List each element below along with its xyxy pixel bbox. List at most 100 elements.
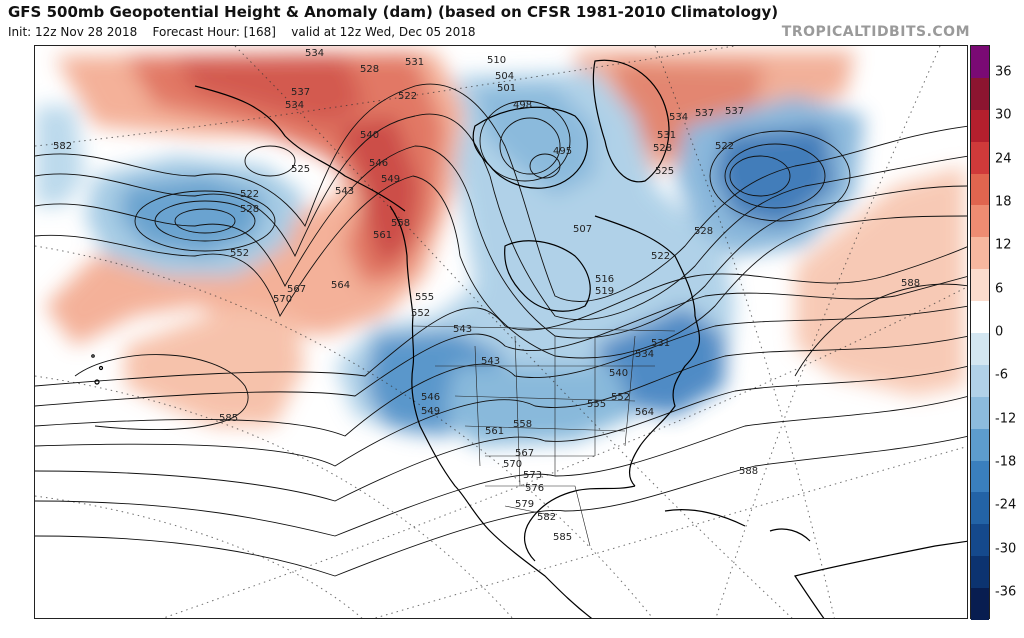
island-hawaii xyxy=(94,379,100,385)
positive-anomaly-max xyxy=(335,116,420,266)
colorbar-segment xyxy=(971,173,989,206)
contour-label: 561 xyxy=(373,230,392,241)
contour-label: 525 xyxy=(655,166,674,177)
coast-gulf xyxy=(523,485,636,562)
contour-label: 567 xyxy=(287,284,306,295)
negative-anomaly-west-edge xyxy=(35,106,85,206)
contour-label: 582 xyxy=(53,141,72,152)
contour-label: 540 xyxy=(360,130,379,141)
colorbar-segment xyxy=(971,77,989,111)
contour-label: 531 xyxy=(405,57,424,68)
contour-label: 552 xyxy=(230,248,249,259)
contour-label: 570 xyxy=(503,459,522,470)
colorbar-tick-label: -24 xyxy=(995,497,1017,513)
contour-label: 525 xyxy=(291,164,310,175)
contour-label: 519 xyxy=(595,286,614,297)
contour-label: 528 xyxy=(694,226,713,237)
colorbar-segment xyxy=(971,556,989,589)
valid-time: valid at 12z Wed, Dec 05 2018 xyxy=(291,25,476,39)
contour-label: 531 xyxy=(657,130,676,141)
positive-anomaly-pacific xyxy=(125,306,305,426)
negative-anomaly-atlantic-low-core xyxy=(715,126,835,226)
contour-label: 549 xyxy=(381,174,400,185)
contour-label: 537 xyxy=(725,106,744,117)
contour-label: 585 xyxy=(219,413,238,424)
map-panel: 582 534 528 531 510 504 501 498 495 537 … xyxy=(34,45,968,619)
negative-anomaly-baffin xyxy=(475,86,595,196)
contour-label: 522 xyxy=(651,251,670,262)
colorbar-tick-label: 6 xyxy=(995,281,1004,297)
coast-cuba xyxy=(664,509,746,527)
anomaly-map: 582 534 528 531 510 504 501 498 495 537 … xyxy=(35,46,967,618)
colorbar-labels: 36 30 24 18 12 6 0 -6 -12 -18 -24 -30 -36 xyxy=(992,45,1024,619)
contour-label: 534 xyxy=(285,100,304,111)
colorbar-tick-label: 30 xyxy=(995,107,1012,123)
colorbar-tick-label: -36 xyxy=(995,584,1017,600)
colorbar-tick-label: -18 xyxy=(995,454,1017,470)
contour-label: 570 xyxy=(273,294,292,305)
colorbar-segment xyxy=(971,524,989,557)
contour-label: 534 xyxy=(635,349,654,360)
colorbar-tick-label: 0 xyxy=(995,324,1004,340)
colorbar-tick-label: -30 xyxy=(995,541,1017,557)
contour-label: 543 xyxy=(453,324,472,335)
coast-greenland xyxy=(592,59,670,183)
colorbar-segment xyxy=(971,205,989,238)
colorbar-segment xyxy=(971,428,989,462)
contour-label: 507 xyxy=(573,224,592,235)
positive-anomaly-atlantic xyxy=(795,166,965,396)
contour-label: 555 xyxy=(415,292,434,303)
colorbar-segment xyxy=(971,492,989,525)
colorbar-tick-label: 24 xyxy=(995,151,1012,167)
contour-label: 543 xyxy=(481,356,500,367)
colorbar-segment xyxy=(971,396,989,430)
positive-anomaly-core xyxy=(125,54,445,286)
colorbar-segment xyxy=(971,333,989,366)
colorbar-segment xyxy=(971,141,989,175)
contour-label: 588 xyxy=(739,466,758,477)
coast-alaska xyxy=(194,85,406,212)
negative-anomaly-central-us xyxy=(445,366,635,446)
contour-label: 510 xyxy=(487,55,506,66)
colorbar-segment xyxy=(971,460,989,493)
contour-label: 555 xyxy=(587,399,606,410)
contour-label: 564 xyxy=(331,280,350,291)
contour-label: 582 xyxy=(537,512,556,523)
contour-labels: 582 534 528 531 510 504 501 498 495 537 … xyxy=(53,48,920,543)
colorbar xyxy=(970,45,990,621)
contour-label: 540 xyxy=(609,368,628,379)
contour-label: 498 xyxy=(513,100,532,111)
positive-anomaly-greenland-core xyxy=(610,61,765,156)
contour-label: 552 xyxy=(411,308,430,319)
init-time: Init: 12z Nov 28 2018 xyxy=(8,25,138,39)
contour-label: 579 xyxy=(515,499,534,510)
contour-label: 552 xyxy=(611,392,630,403)
contour-label: 522 xyxy=(398,91,417,102)
contour-label: 531 xyxy=(651,338,670,349)
contour-label: 576 xyxy=(525,483,544,494)
colorbar-tick-label: -12 xyxy=(995,411,1017,427)
contour-label: 522 xyxy=(715,141,734,152)
coast-arctic-islands xyxy=(472,106,588,189)
coast-west-north-america xyxy=(389,205,593,618)
coast-south-america xyxy=(794,540,967,618)
contour-label: 585 xyxy=(553,532,572,543)
contour-label: 528 xyxy=(360,64,379,75)
colorbar-tick-label: 18 xyxy=(995,194,1012,210)
contour-label: 549 xyxy=(421,406,440,417)
coast-hudson-bay xyxy=(504,240,591,312)
contour-label: 564 xyxy=(635,407,654,418)
contour-label: 567 xyxy=(515,448,534,459)
coast-hispaniola xyxy=(769,528,811,542)
colorbar-segment xyxy=(971,364,989,398)
colorbar-tick-label: 12 xyxy=(995,237,1012,253)
contour-label: 501 xyxy=(497,83,516,94)
contour-label: 546 xyxy=(369,158,388,169)
colorbar-segment xyxy=(971,269,989,302)
colorbar-segment xyxy=(971,237,989,270)
contour-label: 495 xyxy=(553,146,572,157)
height-contours xyxy=(35,83,967,577)
colorbar-tick-label: -6 xyxy=(995,367,1008,383)
forecast-hour: Forecast Hour: [168] xyxy=(152,25,276,39)
colorbar-segment xyxy=(971,109,989,143)
